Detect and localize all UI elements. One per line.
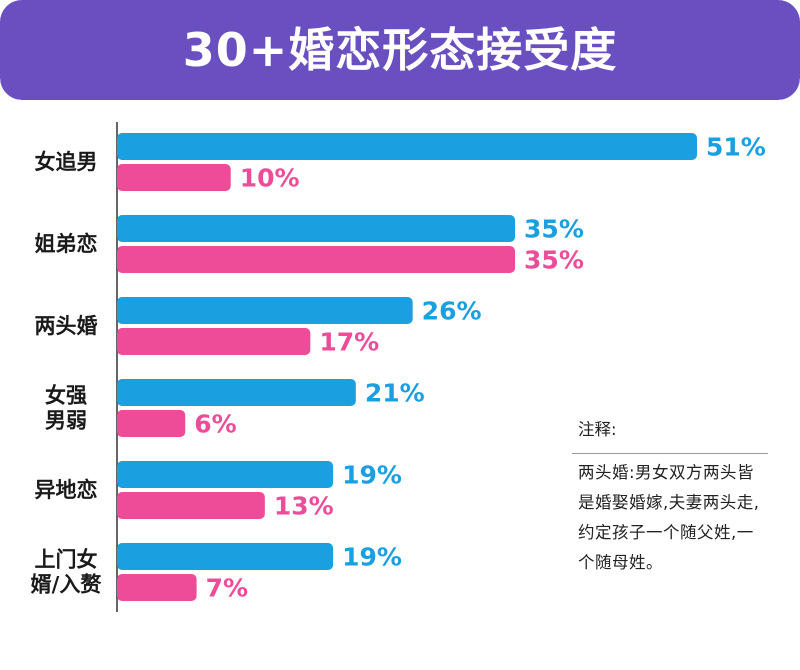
- annotation-body: 两头婚:男女双方两头皆是婚娶婚嫁,夫妻两头走,约定孩子一个随父姓,一个随母姓。: [578, 463, 760, 572]
- category-label: 女强男弱: [45, 384, 87, 433]
- category-label: 上门女婿/入赘: [31, 548, 103, 597]
- category-label: 姐弟恋: [35, 232, 98, 256]
- bar-series-1: [117, 297, 413, 324]
- data-label: 19%: [342, 543, 402, 572]
- data-label: 6%: [194, 410, 236, 439]
- data-label: 7%: [206, 574, 248, 603]
- category-label: 女追男: [35, 150, 98, 174]
- category-label: 异地恋: [35, 478, 98, 502]
- bar-series-1: [117, 215, 516, 242]
- bar-series-2: [117, 164, 231, 191]
- bar-series-2: [117, 328, 311, 355]
- bar-series-2: [117, 410, 186, 437]
- data-label: 17%: [319, 328, 379, 357]
- annotation-title: 注释:: [578, 420, 617, 439]
- data-label: 21%: [365, 379, 425, 408]
- bars-group: 女追男 51% 10% 姐弟恋 35%35% 两头婚 26% 17% 女强男弱 21% 6% 异地恋 1…: [31, 133, 766, 603]
- chart-title: 30+婚恋形态接受度: [182, 23, 618, 77]
- data-label: 51%: [706, 133, 766, 162]
- annotation-box: 注释: 两头婚:男女双方两头皆是婚娶婚嫁,夫妻两头走,约定孩子一个随父姓,一个随…: [572, 415, 768, 578]
- bar-series-2: [117, 574, 197, 601]
- bar-series-1: [117, 543, 334, 570]
- header-banner: 30+婚恋形态接受度: [0, 0, 800, 100]
- header-background: [0, 0, 800, 100]
- data-label: 35%: [524, 215, 584, 244]
- data-label: 19%: [342, 461, 402, 490]
- bar-series-1: [117, 461, 334, 488]
- annotation-divider: [572, 453, 768, 454]
- data-label: 26%: [422, 297, 482, 326]
- bar-series-2: [117, 246, 516, 273]
- category-label: 两头婚: [35, 314, 98, 338]
- bar-series-1: [117, 133, 697, 160]
- data-label: 35%: [524, 246, 584, 275]
- bar-series-2: [117, 492, 265, 519]
- data-label: 10%: [240, 164, 300, 193]
- bar-series-1: [117, 379, 356, 406]
- data-label: 13%: [274, 492, 334, 521]
